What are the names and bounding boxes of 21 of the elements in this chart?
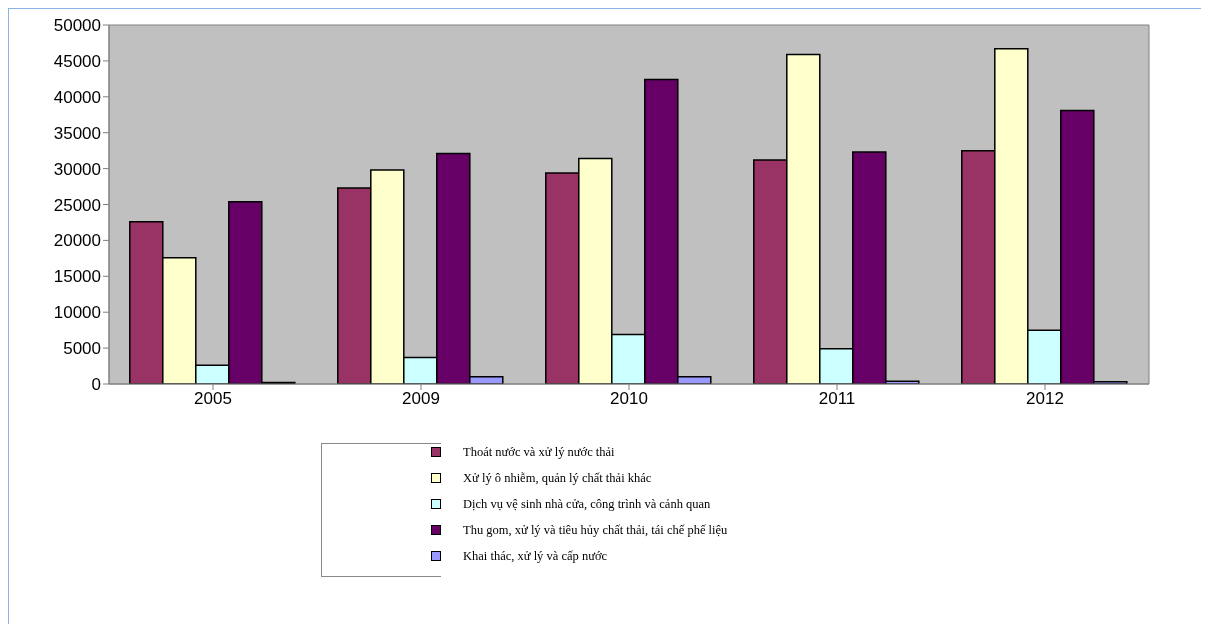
y-tick-label: 50000	[53, 16, 101, 36]
x-tick-label: 2011	[818, 389, 856, 409]
y-tick-label: 0	[91, 375, 101, 395]
y-tick-label: 25000	[53, 195, 101, 215]
y-tick-label: 5000	[63, 339, 101, 359]
legend-label: Dịch vụ vệ sinh nhà cửa, công trình và cảnh quan	[463, 496, 711, 512]
y-tick-label: 15000	[53, 267, 101, 287]
x-tick-label: 2012	[1026, 389, 1064, 409]
legend-label: Xử lý ô nhiễm, quản lý chất thải khác	[463, 470, 652, 486]
legend-label: Thu gom, xử lý và tiêu hủy chất thải, tái chế phế liệu	[463, 522, 728, 538]
y-tick-label: 30000	[53, 159, 101, 179]
x-tick-label: 2005	[194, 389, 232, 409]
y-tick-label: 45000	[53, 51, 101, 71]
x-tick-label: 2010	[610, 389, 648, 409]
y-tick-label: 35000	[53, 123, 101, 143]
x-tick-label: 2009	[402, 389, 440, 409]
y-tick-label: 40000	[53, 87, 101, 107]
y-tick-label: 20000	[53, 231, 101, 251]
legend-label: Khai thác, xử lý và cấp nước	[463, 548, 608, 564]
y-tick-label: 10000	[53, 303, 101, 323]
legend-label: Thoát nước và xử lý nước thải	[463, 444, 615, 460]
